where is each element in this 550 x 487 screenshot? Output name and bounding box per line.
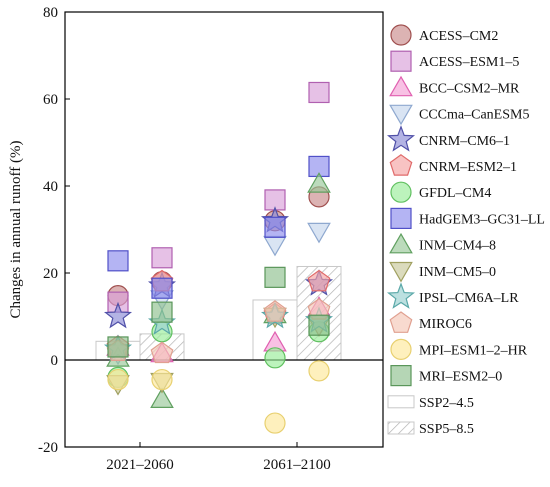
legend-swatch-hatched xyxy=(387,421,415,435)
legend-label: ACESS–ESM1–5 xyxy=(419,55,519,70)
legend-marker-square xyxy=(390,207,412,229)
y-tick-label: 40 xyxy=(43,179,58,195)
data-point-square xyxy=(264,216,286,238)
data-point-circle xyxy=(264,347,286,369)
legend-swatch-plain xyxy=(387,395,415,409)
legend-label: MPI–ESM1–2–HR xyxy=(419,343,528,358)
legend-label: CCCma–CanESM5 xyxy=(419,108,529,123)
data-point-pentagon xyxy=(263,300,287,322)
x-tick-label: 2021–2060 xyxy=(106,457,174,473)
legend-marker-circle xyxy=(390,181,412,203)
axes-layer: -20 0 20 40 60 80 2021–2060 2061–2100 xyxy=(38,5,331,473)
legend-label: MRI–ESM2–0 xyxy=(419,370,502,385)
legend-label: CNRM–CM6–1 xyxy=(419,134,510,149)
legend-label: INM–CM4–8 xyxy=(419,239,496,254)
legend-marker-star xyxy=(386,125,416,152)
data-point-triangle xyxy=(307,172,331,193)
legend-label: BCC–CSM2–MR xyxy=(419,81,520,96)
data-point-circle xyxy=(107,368,129,391)
legend-marker-triangle xyxy=(389,75,413,97)
legend: ACESS–CM2 ACESS–ESM1–5 BCC–CSM2–MR CCCma–Ca… xyxy=(386,24,545,437)
data-point-square xyxy=(107,336,129,358)
legend-marker-pentagon xyxy=(389,154,413,176)
y-axis-label: Changes in annual runoff (%) xyxy=(8,140,24,318)
y-tick-label: 0 xyxy=(51,353,59,369)
data-point-square xyxy=(308,81,330,104)
legend-label: HadGEM3–GC31–LL xyxy=(419,212,545,227)
data-point-circle xyxy=(264,412,286,434)
data-point-square xyxy=(151,301,173,323)
legend-label: MIROC6 xyxy=(419,317,472,332)
data-point-square xyxy=(264,266,286,288)
x-tick-label: 2061–2100 xyxy=(263,457,331,473)
y-tick-label: -20 xyxy=(38,440,58,456)
data-point-triangle xyxy=(150,387,174,408)
markers-layer xyxy=(103,81,334,434)
data-point-circle xyxy=(151,368,173,391)
data-point-triangle-down xyxy=(263,235,287,257)
legend-label: GFDL–CM4 xyxy=(419,186,491,201)
data-point-square xyxy=(151,247,173,269)
plot-area-frame xyxy=(64,11,384,448)
legend-marker-star xyxy=(386,282,416,309)
data-point-square xyxy=(308,314,330,336)
y-tick-label: 60 xyxy=(43,92,58,108)
legend-marker-pentagon xyxy=(389,311,413,333)
legend-label: CNRM–ESM2–1 xyxy=(419,160,517,175)
legend-label: IPSL–CM6A–LR xyxy=(419,291,519,306)
legend-marker-triangle-down xyxy=(389,104,413,126)
data-point-pentagon xyxy=(307,269,331,292)
data-point-pentagon xyxy=(150,341,174,364)
legend-label: ACESS–CM2 xyxy=(419,29,498,44)
y-tick-label: 20 xyxy=(43,266,58,282)
data-point-triangle-down xyxy=(307,222,331,244)
y-tick-label: 80 xyxy=(43,5,58,21)
legend-marker-circle xyxy=(390,338,412,360)
legend-label: SSP5–8.5 xyxy=(419,422,474,437)
legend-marker-square xyxy=(390,365,412,387)
legend-marker-circle xyxy=(390,24,412,46)
legend-label: INM–CM5–0 xyxy=(419,265,496,280)
legend-marker-square xyxy=(390,50,412,72)
data-point-star xyxy=(103,301,133,329)
data-point-square xyxy=(107,250,129,272)
legend-marker-triangle xyxy=(389,232,413,254)
bars-layer xyxy=(95,265,342,361)
data-point-square xyxy=(151,277,173,299)
data-point-circle xyxy=(308,360,330,382)
legend-label: SSP2–4.5 xyxy=(419,396,474,411)
legend-marker-triangle-down xyxy=(389,261,413,283)
